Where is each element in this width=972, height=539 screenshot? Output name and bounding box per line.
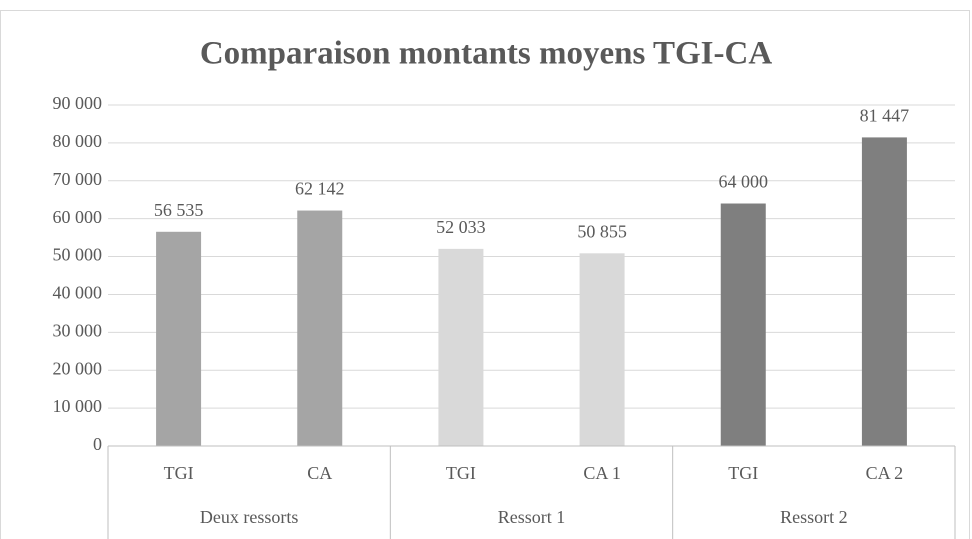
bar (438, 248, 484, 446)
y-tick-label: 60 000 (53, 207, 103, 227)
data-label: 56 535 (154, 200, 204, 220)
group-label: Deux ressorts (200, 507, 298, 527)
data-label: 52 033 (436, 217, 486, 237)
x-tick-label: TGI (728, 463, 758, 483)
y-tick-label: 30 000 (53, 320, 103, 340)
x-tick-label: CA 1 (583, 463, 621, 483)
y-tick-label: 0 (93, 434, 102, 454)
chart-frame (0, 10, 970, 539)
y-tick-label: 40 000 (53, 283, 103, 303)
bar (720, 203, 766, 446)
data-label: 64 000 (719, 172, 769, 192)
x-tick-label: TGI (164, 463, 194, 483)
bar (156, 231, 202, 446)
bar (579, 253, 625, 446)
x-tick-label: CA 2 (866, 463, 904, 483)
chart-title: Comparaison montants moyens TGI-CA (200, 36, 773, 72)
y-tick-label: 50 000 (53, 245, 103, 265)
y-tick-label: 20 000 (53, 358, 103, 378)
y-tick-label: 70 000 (53, 169, 103, 189)
y-tick-label: 90 000 (53, 93, 103, 113)
y-tick-label: 10 000 (53, 396, 103, 416)
group-label: Ressort 2 (780, 507, 848, 527)
data-label: 81 447 (860, 106, 910, 126)
x-tick-label: CA (307, 463, 332, 483)
bar (297, 210, 343, 446)
bar (861, 137, 907, 446)
data-label: 62 142 (295, 179, 345, 199)
group-label: Ressort 1 (498, 507, 566, 527)
x-tick-label: TGI (446, 463, 476, 483)
data-label: 50 855 (577, 221, 627, 241)
y-tick-label: 80 000 (53, 131, 103, 151)
